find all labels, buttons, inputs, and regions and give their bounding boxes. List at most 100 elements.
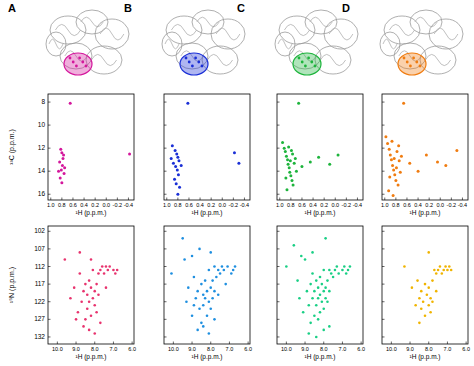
y-tick — [164, 301, 167, 302]
labeled-methyl — [85, 65, 88, 68]
x-tick-label: 0.2 — [91, 202, 99, 208]
x-tick — [248, 342, 249, 345]
peak — [202, 293, 205, 296]
x-tick — [324, 198, 325, 201]
peak — [384, 135, 387, 138]
peak — [93, 332, 96, 335]
x-tick-label: 1.0 — [163, 202, 171, 208]
y-tick — [48, 148, 51, 149]
peak — [200, 283, 203, 286]
peak — [328, 269, 331, 272]
labeled-methyl — [307, 57, 310, 60]
y-tick — [277, 231, 280, 232]
peak — [328, 163, 331, 166]
peak — [388, 148, 391, 151]
peak — [194, 297, 197, 300]
peak — [230, 272, 233, 275]
peak — [450, 269, 453, 272]
structure-helix — [81, 17, 103, 27]
peak — [393, 173, 396, 176]
plot-frame — [164, 94, 250, 200]
peak — [80, 300, 83, 303]
peak — [293, 244, 296, 247]
x-tick — [346, 198, 347, 201]
peak — [176, 156, 179, 159]
x-axis-label: ¹H (p.p.m.) — [409, 353, 440, 361]
x-tick-label: 9.0 — [301, 346, 309, 352]
x-axis-label: ¹H (p.p.m.) — [191, 353, 222, 361]
x-tick-label: -0.2 — [342, 202, 351, 208]
peak — [422, 300, 425, 303]
peak — [322, 307, 325, 310]
peak — [306, 290, 309, 293]
peak — [217, 269, 220, 272]
x-tick — [61, 198, 62, 201]
x-tick-label: 9.0 — [406, 346, 414, 352]
x-tick-label: 8.0 — [425, 346, 433, 352]
y-tick — [164, 284, 167, 285]
peak — [427, 251, 430, 254]
peak — [75, 318, 78, 321]
structure-helix — [383, 39, 397, 49]
peak — [392, 169, 395, 172]
structure-helix — [425, 54, 450, 65]
labeled-methyl — [191, 65, 194, 68]
labeled-methyl — [197, 61, 200, 64]
peak — [389, 154, 392, 157]
x-tick-label: 9.0 — [188, 346, 196, 352]
structure-helix — [165, 39, 179, 49]
peak — [455, 149, 458, 152]
structure-domain — [211, 19, 245, 49]
peak — [90, 315, 93, 318]
peak — [307, 332, 310, 335]
x-axis-label: ¹H (p.p.m.) — [304, 353, 335, 361]
x-tick — [128, 198, 129, 201]
peak — [84, 318, 87, 321]
figure: A1.00.80.60.40.20.0-0.2-0.4810121416¹H (… — [0, 0, 474, 366]
x-tick-label: 6.0 — [128, 346, 136, 352]
x-tick — [132, 342, 133, 345]
protein-structure — [380, 10, 463, 75]
points — [64, 251, 119, 335]
y-tick — [277, 336, 280, 337]
peak — [116, 269, 119, 272]
x-tick — [406, 198, 407, 201]
y-tick — [48, 319, 51, 320]
peak — [99, 269, 102, 272]
peak — [431, 300, 434, 303]
y-tick-label: 127 — [34, 315, 45, 322]
plot-frame — [164, 226, 250, 344]
peak — [78, 272, 81, 275]
peak — [322, 290, 325, 293]
peak — [281, 141, 284, 144]
peak — [198, 248, 201, 251]
y-tick — [382, 266, 385, 267]
peak — [408, 162, 411, 165]
peak — [397, 184, 400, 187]
y-tick — [164, 231, 167, 232]
peak — [324, 237, 327, 240]
x-tick-label: 0.8 — [58, 202, 66, 208]
peak — [439, 265, 442, 268]
peak — [414, 304, 417, 307]
peak — [425, 154, 428, 157]
peak — [315, 279, 318, 282]
peak — [93, 290, 96, 293]
x-tick-label: 7.0 — [110, 346, 118, 352]
x-axis-label: ¹H (p.p.m.) — [75, 209, 106, 217]
points — [170, 102, 241, 196]
peak — [57, 170, 60, 173]
peak — [112, 269, 115, 272]
plot-frame — [277, 226, 363, 344]
peak — [319, 311, 322, 314]
x-tick — [391, 342, 392, 345]
structure-domain — [275, 32, 295, 56]
x-tick — [286, 342, 287, 345]
peak — [296, 279, 299, 282]
y-tick — [48, 284, 51, 285]
x-tick — [429, 198, 430, 201]
peak — [78, 251, 81, 254]
peak — [290, 149, 293, 152]
peak — [311, 272, 314, 275]
peak — [395, 166, 398, 169]
